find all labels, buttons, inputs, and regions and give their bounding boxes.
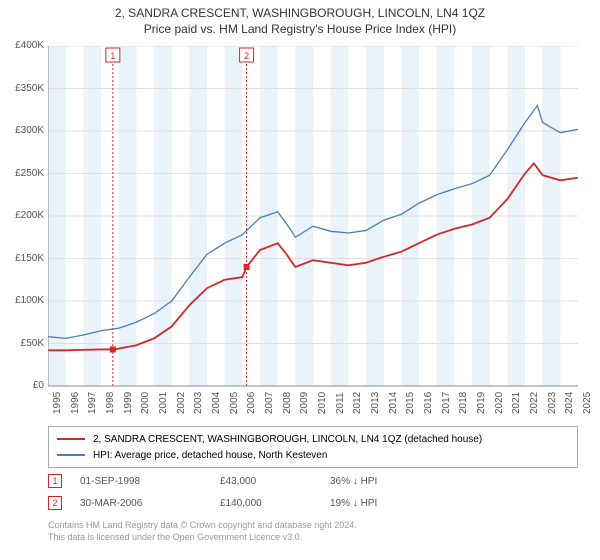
x-tick-label: 2005	[229, 392, 240, 414]
x-tick-label: 2025	[582, 392, 593, 414]
legend-swatch-hpi	[57, 454, 85, 456]
x-tick-label: 2001	[158, 392, 169, 414]
y-tick-label: £250K	[4, 168, 44, 179]
marker-row: 2 30-MAR-2006 £140,000 19% ↓ HPI	[48, 492, 578, 514]
legend: 2, SANDRA CRESCENT, WASHINGBOROUGH, LINC…	[48, 426, 578, 468]
x-tick-label: 2004	[211, 392, 222, 414]
marker-date: 01-SEP-1998	[80, 476, 220, 487]
y-tick-label: £300K	[4, 125, 44, 136]
chart-title-line1: 2, SANDRA CRESCENT, WASHINGBOROUGH, LINC…	[0, 6, 600, 20]
marker-price: £43,000	[220, 476, 330, 487]
marker-date: 30-MAR-2006	[80, 498, 220, 509]
x-tick-label: 2006	[246, 392, 257, 414]
x-tick-label: 1996	[70, 392, 81, 414]
y-tick-label: £200K	[4, 210, 44, 221]
x-tick-label: 2017	[441, 392, 452, 414]
footer-line2: This data is licensed under the Open Gov…	[48, 532, 578, 544]
x-tick-label: 2000	[140, 392, 151, 414]
x-tick-label: 2015	[405, 392, 416, 414]
x-tick-label: 2014	[388, 392, 399, 414]
x-tick-label: 2022	[529, 392, 540, 414]
chart-title-line2: Price paid vs. HM Land Registry's House …	[0, 22, 600, 36]
svg-text:2: 2	[244, 51, 249, 61]
y-tick-label: £50K	[4, 338, 44, 349]
x-tick-label: 2023	[547, 392, 558, 414]
x-tick-label: 2009	[299, 392, 310, 414]
y-tick-label: £400K	[4, 40, 44, 51]
x-tick-label: 2007	[264, 392, 275, 414]
footer-line1: Contains HM Land Registry data © Crown c…	[48, 520, 578, 532]
marker-table: 1 01-SEP-1998 £43,000 36% ↓ HPI 2 30-MAR…	[48, 470, 578, 514]
legend-row: 2, SANDRA CRESCENT, WASHINGBOROUGH, LINC…	[57, 431, 569, 447]
legend-swatch-price	[57, 438, 85, 441]
marker-badge-1: 1	[48, 474, 62, 488]
x-tick-label: 2012	[352, 392, 363, 414]
marker-badge-2: 2	[48, 496, 62, 510]
legend-row: HPI: Average price, detached house, Nort…	[57, 447, 569, 463]
marker-pct: 36% ↓ HPI	[330, 476, 450, 487]
y-tick-label: £350K	[4, 83, 44, 94]
y-tick-label: £100K	[4, 295, 44, 306]
x-tick-label: 2011	[335, 392, 346, 414]
x-tick-label: 2016	[423, 392, 434, 414]
x-tick-label: 2003	[193, 392, 204, 414]
x-tick-label: 2013	[370, 392, 381, 414]
x-tick-label: 2010	[317, 392, 328, 414]
x-tick-label: 2002	[176, 392, 187, 414]
marker-row: 1 01-SEP-1998 £43,000 36% ↓ HPI	[48, 470, 578, 492]
x-tick-label: 1999	[123, 392, 134, 414]
legend-label: 2, SANDRA CRESCENT, WASHINGBOROUGH, LINC…	[93, 434, 482, 445]
x-tick-label: 2024	[564, 392, 575, 414]
x-tick-label: 2020	[494, 392, 505, 414]
y-tick-label: £0	[4, 380, 44, 391]
footer-attribution: Contains HM Land Registry data © Crown c…	[48, 520, 578, 543]
svg-text:1: 1	[110, 51, 115, 61]
legend-label: HPI: Average price, detached house, Nort…	[93, 450, 327, 461]
x-tick-label: 1997	[87, 392, 98, 414]
x-tick-label: 2019	[476, 392, 487, 414]
x-tick-label: 2008	[282, 392, 293, 414]
x-tick-label: 2021	[511, 392, 522, 414]
chart-plot: 12	[48, 46, 578, 416]
x-tick-label: 1995	[52, 392, 63, 414]
x-tick-label: 2018	[458, 392, 469, 414]
y-tick-label: £150K	[4, 253, 44, 264]
chart-svg: 12	[48, 46, 578, 416]
marker-price: £140,000	[220, 498, 330, 509]
marker-pct: 19% ↓ HPI	[330, 498, 450, 509]
x-tick-label: 1998	[105, 392, 116, 414]
